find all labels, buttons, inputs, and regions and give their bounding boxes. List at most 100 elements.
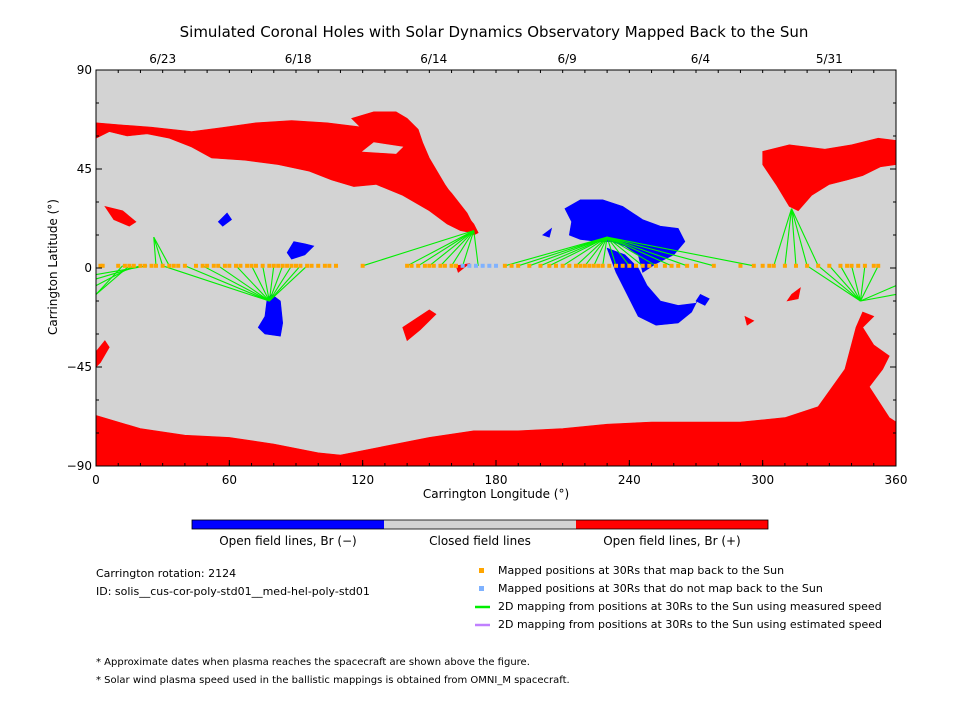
mapped-point-90	[805, 263, 810, 268]
mapped-point-56	[527, 263, 532, 268]
unmapped-point-2	[474, 263, 478, 268]
mapped-point-35	[298, 263, 303, 268]
mapped-point-72	[627, 263, 632, 268]
mapped-point-74	[640, 263, 645, 268]
x-tick-label: 60	[222, 473, 237, 487]
mapping-line-0-43	[606, 236, 688, 267]
mapped-point-94	[845, 263, 850, 268]
x-axis: 0 60 120 180 240 300 360	[92, 70, 907, 487]
date-label: 6/9	[557, 52, 576, 66]
mapped-point-4	[127, 263, 132, 268]
mapping-line-0-24	[440, 230, 475, 267]
date-label: 6/14	[420, 52, 447, 66]
mapped-point-24	[245, 263, 250, 268]
mapping-line-0-11	[217, 265, 270, 302]
mapped-point-21	[227, 263, 232, 268]
chart-title: Simulated Coronal Holes with Solar Dynam…	[180, 23, 809, 41]
mapped-point-9	[154, 263, 158, 268]
mapping-line-0-35	[584, 236, 608, 267]
mapped-point-19	[216, 263, 221, 268]
mapped-point-15	[194, 263, 198, 268]
mapping-line-0-50	[791, 208, 819, 267]
mapping-line-0-51	[806, 265, 861, 302]
mapped-point-2	[116, 263, 121, 268]
x-tick-label: 240	[618, 473, 641, 487]
mapped-point-91	[816, 263, 821, 268]
colorbar: Open field lines, Br (−) Closed field lin…	[191, 519, 769, 548]
positive-coronal-hole-0	[96, 311, 896, 466]
positive-coronal-hole-9	[744, 315, 755, 326]
note-speed: * Solar wind plasma speed used in the ba…	[96, 675, 570, 686]
mapped-point-1	[100, 263, 105, 268]
mapping-line-0-16	[268, 265, 284, 302]
mapped-point-71	[620, 263, 625, 268]
unmapped-point-4	[487, 263, 492, 268]
mapped-point-38	[316, 263, 321, 268]
mapped-point-58	[547, 263, 552, 268]
date-label: 5/31	[816, 52, 843, 66]
mapped-point-49	[438, 263, 443, 268]
colorbar-frame	[191, 519, 769, 530]
mapped-point-78	[669, 263, 674, 268]
mapped-point-55	[516, 263, 521, 268]
date-label: 6/23	[149, 52, 176, 66]
mapping-line-0-44	[606, 236, 714, 267]
mapped-point-6	[138, 263, 143, 268]
mapped-point-12	[171, 263, 176, 268]
unmapped-point-3	[480, 263, 485, 268]
mapped-point-97	[862, 263, 867, 268]
mapping-line-0-26	[462, 230, 475, 266]
mapping-line-0-12	[235, 265, 270, 302]
legend-marker-1	[479, 586, 484, 591]
mapped-point-52	[454, 263, 458, 268]
mapped-point-37	[309, 263, 314, 268]
mapped-point-77	[662, 263, 667, 268]
mapped-point-92	[827, 263, 832, 268]
mapped-point-42	[360, 263, 365, 268]
mapped-point-17	[205, 263, 210, 268]
positive-coronal-hole-5	[104, 205, 137, 227]
mapping-line-0-55	[851, 265, 861, 302]
mapped-point-87	[771, 263, 776, 268]
mapped-point-67	[596, 263, 601, 268]
y-tick-label: −90	[67, 459, 92, 473]
mapped-point-73	[634, 263, 638, 268]
mapped-point-48	[431, 263, 436, 268]
mapped-point-83	[738, 263, 743, 268]
mapping-line-0-49	[791, 208, 808, 266]
mapped-point-10	[160, 263, 165, 268]
mapped-point-75	[647, 263, 652, 268]
y-tick-label: 45	[77, 162, 92, 176]
mapping-line-0-47	[784, 208, 793, 266]
legend: Mapped positions at 30Rs that map back t…	[475, 564, 882, 631]
mapped-point-53	[502, 263, 507, 268]
mapped-point-27	[260, 263, 265, 268]
mapped-point-8	[149, 263, 154, 268]
mapped-point-23	[238, 263, 243, 268]
y-tick-label: −45	[67, 360, 92, 374]
mapping-line-0-21	[406, 230, 475, 267]
mapping-line-0-59	[860, 293, 896, 302]
date-label: 6/18	[285, 52, 312, 66]
top-date-axis: 6/23 6/18 6/14 6/9 6/4 5/31	[149, 52, 843, 77]
mapping-line-0-15	[268, 265, 275, 302]
mapping-line-0-28	[504, 236, 608, 267]
mapped-point-85	[760, 263, 765, 268]
mapped-point-43	[405, 263, 410, 268]
x-tick-label: 300	[751, 473, 774, 487]
x-tick-label: 180	[485, 473, 508, 487]
mapped-point-54	[509, 263, 514, 268]
mapped-point-47	[427, 263, 432, 268]
mapping-line-0-58	[860, 285, 896, 302]
mapping-line-0-31	[540, 236, 608, 267]
mapped-point-39	[322, 263, 327, 268]
note-dates: * Approximate dates when plasma reaches …	[96, 657, 530, 668]
mapped-point-51	[449, 263, 454, 268]
mapping-line-0-9	[184, 265, 270, 302]
y-axis-label: Carrington Latitude (°)	[46, 199, 60, 335]
mapped-point-62	[574, 263, 578, 268]
colorbar-segment-2	[576, 520, 768, 529]
mapped-point-70	[614, 263, 618, 268]
mapped-point-99	[876, 263, 881, 268]
mapping-line-0-41	[606, 236, 657, 267]
